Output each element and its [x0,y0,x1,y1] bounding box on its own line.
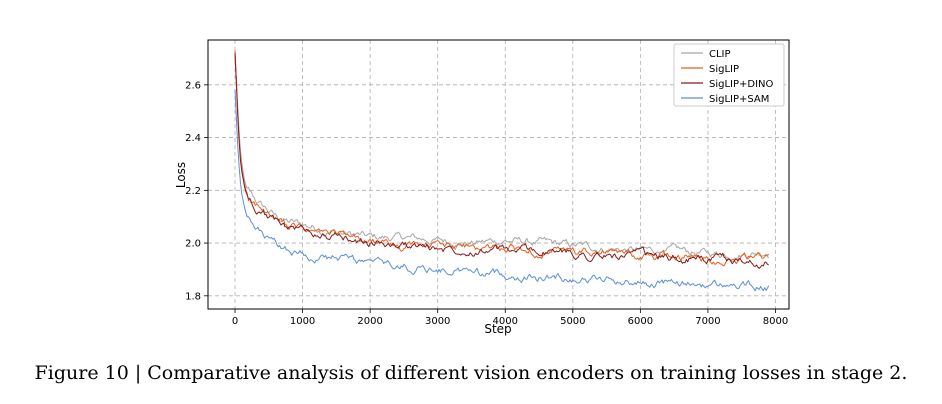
x-tick-label: 8000 [763,316,788,327]
x-axis-label: Step [484,322,511,336]
series-line-siglip-dino [234,52,769,269]
series-lines [234,50,770,292]
x-tick-label: 1000 [290,316,315,327]
loss-chart: 0 1000 2000 3000 4000 5000 6000 7000 8000 1.8 2.0 2… [174,39,790,336]
legend: CLIP SigLIP SigLIP+DINO SigLIP+SAM [673,43,785,107]
series-line-siglip [234,50,770,267]
x-tick-label: 6000 [628,316,653,327]
y-tick-label: 2.6 [185,80,201,91]
x-tick-label: 2000 [357,316,382,327]
figure-caption: Figure 10 | Comparative analysis of diff… [34,362,908,384]
legend-box [673,43,785,107]
legend-label-clip: CLIP [709,49,731,60]
y-tick-label: 2.0 [185,239,201,250]
axis-ticks: 0 1000 2000 3000 4000 5000 6000 7000 8000 1.8 2.0 2… [185,80,788,327]
plot-frame [207,39,790,310]
legend-label-siglip: SigLIP [709,64,739,75]
x-tick-label: 5000 [560,316,585,327]
y-axis-label: Loss [174,162,188,188]
x-tick-label: 7000 [695,316,720,327]
legend-label-siglip-dino: SigLIP+DINO [709,79,774,90]
series-line-siglip-sam [234,89,770,292]
x-tick-label: 4000 [493,316,518,327]
legend-label-siglip-sam: SigLIP+SAM [709,94,769,105]
y-tick-label: 2.4 [185,133,201,144]
x-tick-label: 3000 [425,316,450,327]
y-tick-label: 2.2 [185,186,201,197]
y-tick-label: 1.8 [185,291,201,302]
x-tick-label: 0 [232,316,238,327]
